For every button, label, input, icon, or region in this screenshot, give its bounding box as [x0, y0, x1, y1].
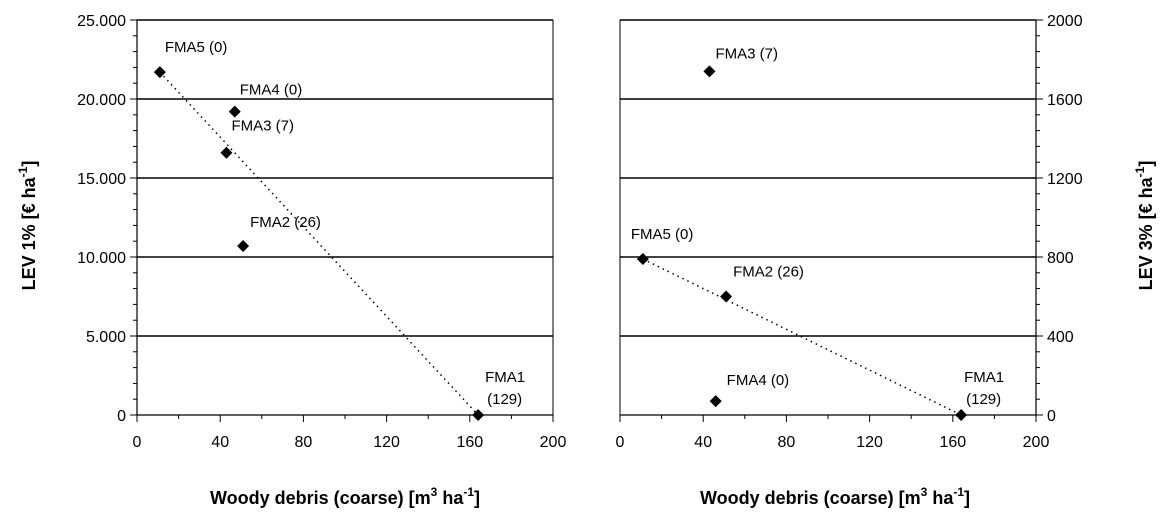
- x-tick-label: 0: [616, 434, 625, 451]
- x-tick-label: 40: [694, 434, 712, 451]
- x-axis-title: Woody debris (coarse) [m3 ha-1]: [210, 485, 480, 508]
- x-tick-label: 160: [456, 434, 483, 451]
- x-axis-title-part: ha: [437, 488, 464, 508]
- y-axis-title-sup: -1: [16, 166, 30, 177]
- y-tick-label: 10.000: [77, 250, 126, 267]
- data-point-marker: [153, 66, 166, 79]
- y-axis-title-part: ]: [1136, 161, 1156, 167]
- data-point-label: FMA4 (0): [240, 82, 303, 99]
- x-tick-label: 80: [778, 434, 796, 451]
- data-point-marker: [220, 146, 233, 159]
- x-axis-title-sup: -1: [463, 485, 474, 499]
- data-point-label: FMA2 (26): [733, 264, 804, 281]
- data-point-label: FMA1 (129): [485, 369, 525, 408]
- data-point-label: FMA1 (129): [964, 369, 1004, 408]
- data-point-marker: [636, 252, 649, 265]
- x-axis-title-part: Woody debris (coarse) [m: [700, 488, 921, 508]
- data-point-marker: [228, 105, 241, 118]
- x-axis-title-part: ]: [964, 488, 970, 508]
- trendline: [642, 258, 962, 416]
- data-point-marker: [237, 239, 250, 252]
- x-tick-label: 120: [856, 434, 883, 451]
- y-axis-title-part: LEV 3% [€ ha: [1136, 176, 1156, 290]
- x-tick-label: 200: [1023, 434, 1050, 451]
- y-tick-label: 15.000: [77, 171, 126, 188]
- y-axis-title-part: ]: [19, 161, 39, 167]
- trendline: [159, 71, 479, 416]
- y-axis-title-sup: -1: [1133, 166, 1147, 177]
- data-point-label: FMA3 (7): [231, 118, 294, 135]
- x-axis-title-sup: 3: [921, 485, 928, 499]
- data-point-label: FMA4 (0): [727, 372, 790, 389]
- x-axis-title-sup: -1: [953, 485, 964, 499]
- y-tick-label: 0: [117, 408, 126, 425]
- y-tick-label: 800: [1047, 250, 1074, 267]
- data-point-label-line: (129): [487, 391, 522, 408]
- x-axis-title-part: ha: [927, 488, 954, 508]
- data-point-marker: [703, 65, 716, 78]
- y-tick-label: 20.000: [77, 92, 126, 109]
- data-point-label-line: FMA1: [964, 369, 1004, 386]
- y-tick-label: 0: [1047, 408, 1056, 425]
- data-point-marker: [709, 395, 722, 408]
- x-tick-label: 0: [133, 434, 142, 451]
- x-tick-label: 120: [373, 434, 400, 451]
- x-axis-title-part: ]: [474, 488, 480, 508]
- y-axis-title-part: LEV 1% [€ ha: [19, 176, 39, 290]
- y-axis-title: LEV 3% [€ ha-1]: [1133, 161, 1156, 291]
- y-tick-label: 400: [1047, 329, 1074, 346]
- chart-panel-2: 0 400 800 1200 1600 2000 0 40 80 120 160 200 FMA3 (7…: [616, 13, 1156, 508]
- data-point-label-line: FMA1: [485, 369, 525, 386]
- x-axis-title-part: Woody debris (coarse) [m: [210, 488, 431, 508]
- data-point-label: FMA5 (0): [631, 226, 694, 243]
- y-tick-label: 2000: [1047, 13, 1083, 30]
- data-point-marker: [472, 409, 485, 421]
- data-point-label: FMA5 (0): [165, 39, 228, 56]
- y-tick-label: 5.000: [86, 329, 126, 346]
- y-tick-label: 1600: [1047, 92, 1083, 109]
- x-axis-title: Woody debris (coarse) [m3 ha-1]: [700, 485, 970, 508]
- y-tick-label: 25.000: [77, 13, 126, 30]
- x-tick-label: 160: [939, 434, 966, 451]
- x-axis-title-sup: 3: [431, 485, 438, 499]
- x-tick-label: 40: [211, 434, 229, 451]
- data-point-marker: [955, 409, 968, 421]
- data-point-label-line: (129): [966, 391, 1001, 408]
- data-point-label: FMA2 (26): [250, 214, 321, 231]
- chart-panel-1: 0 5.000 10.000 15.000 20.000 25.000 0 40 80 120 16…: [16, 13, 566, 508]
- x-tick-label: 80: [295, 434, 313, 451]
- y-axis-title: LEV 1% [€ ha-1]: [16, 161, 39, 291]
- x-tick-label: 200: [540, 434, 567, 451]
- data-point-label: FMA3 (7): [715, 45, 778, 62]
- y-tick-label: 1200: [1047, 171, 1083, 188]
- data-point-marker: [720, 290, 733, 303]
